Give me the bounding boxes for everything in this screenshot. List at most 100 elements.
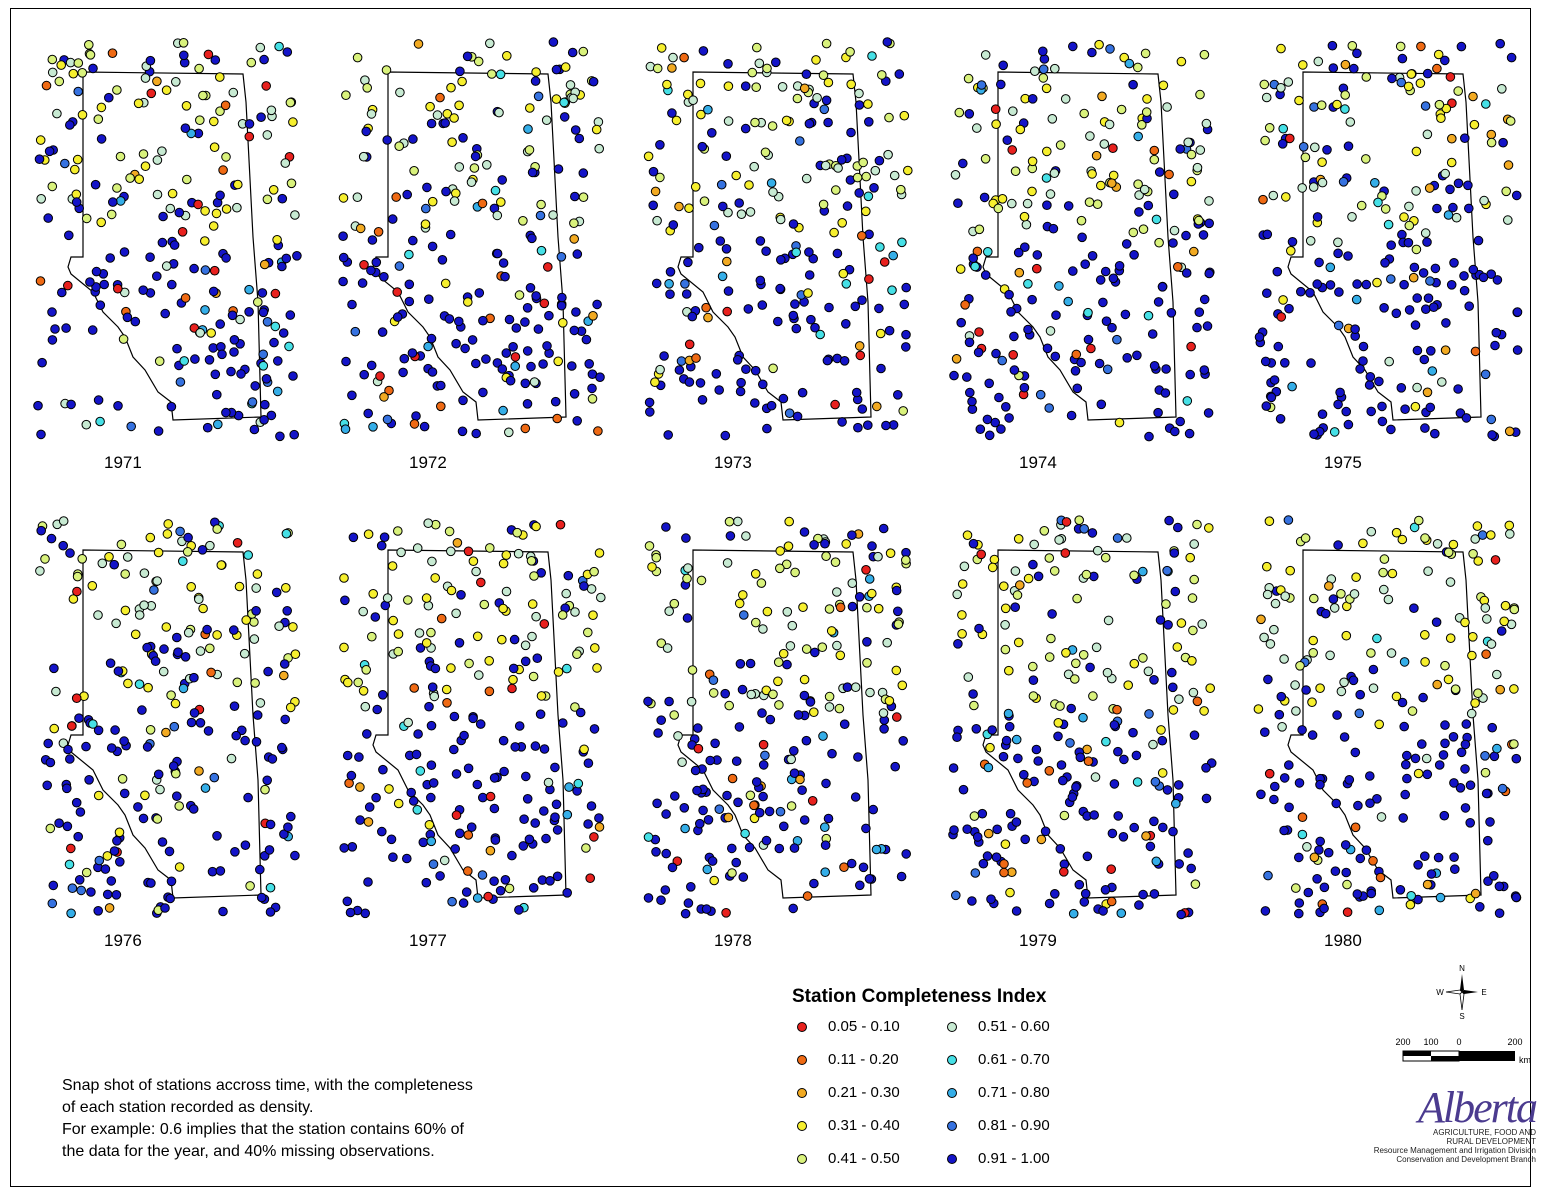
station-marker bbox=[674, 365, 685, 375]
station-marker bbox=[500, 875, 511, 885]
station-marker bbox=[684, 339, 695, 350]
station-marker bbox=[274, 621, 284, 631]
station-marker bbox=[250, 381, 260, 391]
station-marker bbox=[339, 642, 349, 653]
station-marker bbox=[1421, 304, 1431, 314]
station-marker bbox=[1068, 908, 1079, 919]
station-marker bbox=[421, 203, 431, 214]
station-marker bbox=[492, 248, 503, 259]
station-marker bbox=[791, 323, 802, 334]
station-marker bbox=[592, 663, 602, 673]
station-marker bbox=[530, 818, 540, 828]
station-marker bbox=[551, 64, 562, 75]
station-marker bbox=[1470, 888, 1481, 899]
station-marker bbox=[1149, 145, 1160, 156]
station-marker bbox=[953, 639, 963, 649]
station-marker bbox=[263, 666, 273, 677]
year-label: 1976 bbox=[104, 931, 142, 950]
station-marker bbox=[1344, 775, 1355, 785]
station-marker bbox=[97, 558, 108, 569]
station-marker bbox=[1512, 307, 1523, 317]
station-marker bbox=[1151, 856, 1162, 867]
scale-unit: km bbox=[1519, 1055, 1531, 1065]
station-marker bbox=[690, 765, 701, 776]
station-marker bbox=[806, 314, 816, 325]
station-marker bbox=[186, 582, 196, 592]
logo-line: Resource Management and Irrigation Divis… bbox=[1373, 1146, 1536, 1155]
station-marker bbox=[821, 551, 831, 561]
station-marker bbox=[504, 427, 514, 438]
station-marker bbox=[996, 424, 1006, 434]
station-marker bbox=[1036, 834, 1047, 845]
station-marker bbox=[1498, 137, 1508, 148]
station-marker bbox=[558, 718, 568, 728]
station-marker bbox=[703, 815, 714, 825]
station-marker bbox=[1411, 146, 1422, 157]
station-marker bbox=[96, 102, 107, 113]
station-marker bbox=[77, 554, 87, 564]
station-marker bbox=[1005, 808, 1016, 819]
station-marker bbox=[170, 698, 181, 709]
station-marker bbox=[778, 393, 789, 404]
station-marker bbox=[478, 387, 488, 398]
legend-swatch bbox=[947, 1087, 957, 1098]
station-marker bbox=[1266, 392, 1277, 403]
station-marker bbox=[256, 892, 267, 903]
station-marker bbox=[755, 275, 766, 286]
year-label: 1974 bbox=[1019, 453, 1057, 472]
station-marker bbox=[1185, 369, 1195, 380]
station-marker bbox=[42, 780, 53, 791]
station-marker bbox=[35, 276, 46, 286]
station-marker bbox=[71, 197, 82, 207]
station-marker bbox=[339, 573, 349, 583]
station-marker bbox=[1138, 566, 1148, 577]
legend-label: 0.81 - 0.90 bbox=[978, 1117, 1050, 1134]
station-marker bbox=[520, 317, 530, 327]
station-marker bbox=[541, 115, 552, 126]
station-marker bbox=[894, 69, 905, 79]
station-marker bbox=[495, 69, 506, 80]
station-marker bbox=[485, 791, 496, 802]
station-marker bbox=[52, 108, 62, 119]
station-marker bbox=[1260, 135, 1270, 146]
station-marker bbox=[736, 209, 747, 219]
map-panel: 1976 bbox=[35, 516, 301, 950]
station-marker bbox=[1258, 194, 1268, 205]
station-marker bbox=[1470, 346, 1481, 357]
station-marker bbox=[251, 737, 262, 747]
station-marker bbox=[1294, 898, 1305, 908]
station-marker bbox=[983, 828, 994, 839]
station-marker bbox=[528, 671, 539, 682]
station-marker bbox=[1468, 264, 1479, 275]
station-marker bbox=[183, 532, 193, 543]
station-marker bbox=[174, 862, 185, 872]
station-marker bbox=[1192, 696, 1203, 707]
station-marker bbox=[766, 400, 777, 411]
station-marker bbox=[1173, 780, 1184, 790]
station-marker bbox=[973, 347, 984, 358]
station-marker bbox=[1302, 842, 1312, 852]
station-marker bbox=[972, 123, 982, 133]
station-marker bbox=[587, 394, 598, 404]
station-marker bbox=[1154, 167, 1165, 177]
station-marker bbox=[991, 852, 1002, 863]
legend-swatch bbox=[797, 1021, 807, 1032]
station-marker bbox=[424, 701, 434, 712]
station-marker bbox=[279, 659, 290, 669]
station-marker bbox=[992, 824, 1002, 835]
station-marker bbox=[1204, 268, 1214, 279]
station-marker bbox=[262, 775, 272, 786]
station-marker bbox=[1372, 633, 1382, 644]
station-marker bbox=[1490, 340, 1500, 351]
station-marker bbox=[585, 873, 595, 884]
station-marker bbox=[195, 718, 206, 728]
station-marker bbox=[269, 337, 279, 348]
station-marker bbox=[1116, 908, 1127, 919]
station-marker bbox=[72, 571, 83, 582]
note-line: the data for the year, and 40% missing o… bbox=[62, 1143, 435, 1160]
station-marker bbox=[393, 629, 404, 639]
station-marker bbox=[245, 881, 255, 891]
station-marker bbox=[1129, 822, 1139, 833]
station-marker bbox=[1285, 565, 1295, 576]
station-marker bbox=[446, 82, 456, 93]
